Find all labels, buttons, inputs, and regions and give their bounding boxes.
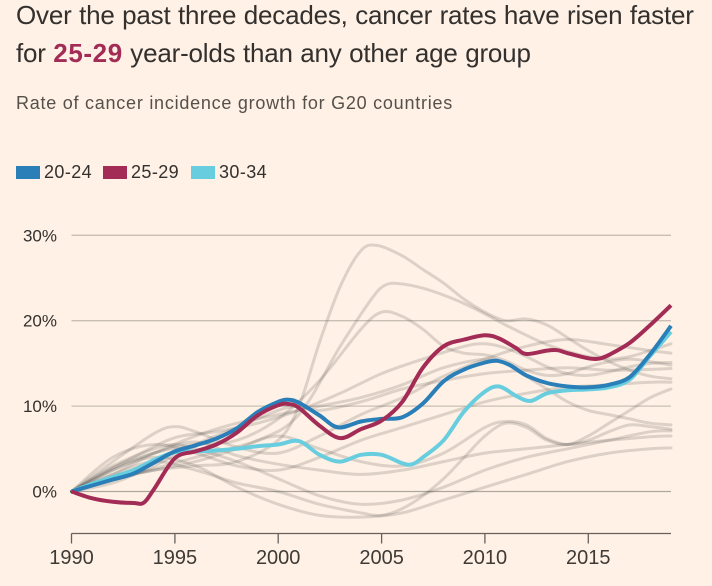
svg-text:2010: 2010 [463, 547, 508, 569]
svg-text:1990: 1990 [49, 547, 94, 569]
svg-text:0%: 0% [32, 483, 57, 502]
svg-text:2005: 2005 [359, 547, 404, 569]
svg-text:20%: 20% [23, 312, 57, 331]
svg-text:2000: 2000 [256, 547, 301, 569]
svg-text:30%: 30% [23, 226, 57, 245]
svg-text:2015: 2015 [566, 547, 611, 569]
svg-text:10%: 10% [23, 397, 57, 416]
svg-text:1995: 1995 [153, 547, 198, 569]
